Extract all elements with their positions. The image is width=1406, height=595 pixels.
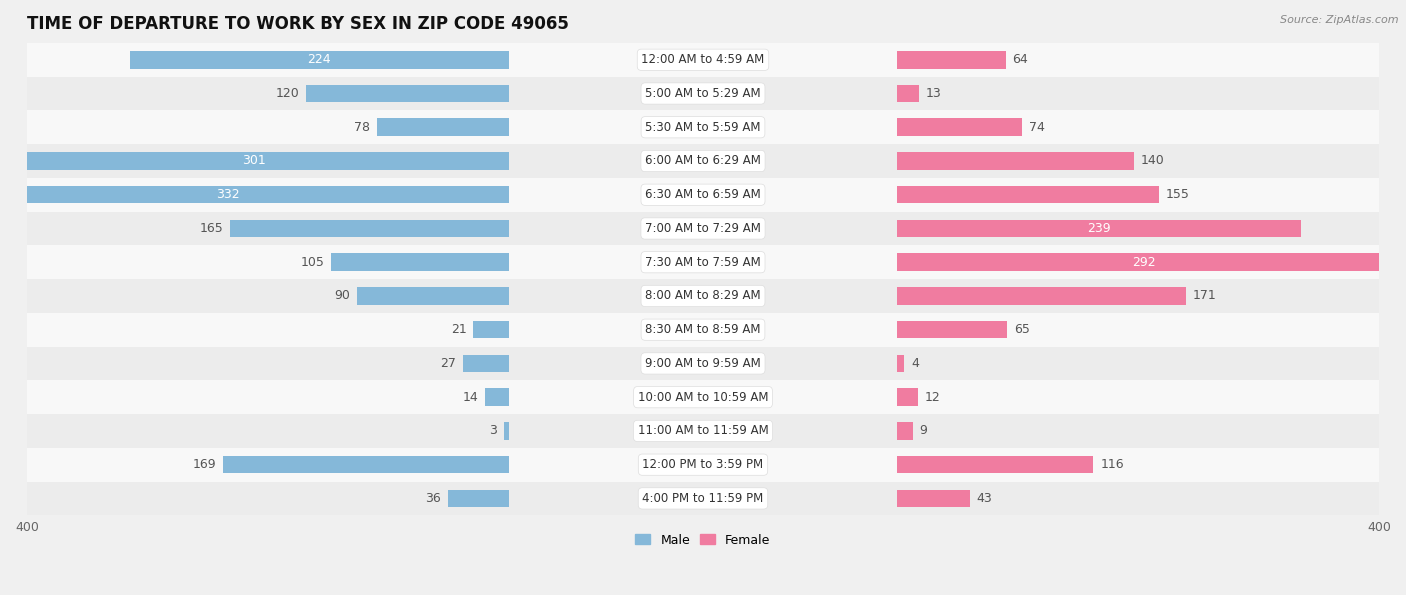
Text: 4:00 PM to 11:59 PM: 4:00 PM to 11:59 PM [643,492,763,505]
Bar [474,321,509,339]
Text: 6:30 AM to 6:59 AM: 6:30 AM to 6:59 AM [645,188,761,201]
Text: 4: 4 [911,357,918,370]
Bar [897,220,1302,237]
Text: 7:30 AM to 7:59 AM: 7:30 AM to 7:59 AM [645,256,761,269]
Text: 105: 105 [301,256,325,269]
Bar [129,51,509,68]
Text: 332: 332 [217,188,240,201]
Text: 171: 171 [1194,289,1218,302]
Text: 12:00 PM to 3:59 PM: 12:00 PM to 3:59 PM [643,458,763,471]
Bar [503,422,509,440]
Bar [307,84,509,102]
Bar [27,448,1379,481]
Text: 140: 140 [1140,155,1164,167]
Text: 301: 301 [242,155,266,167]
Text: 12: 12 [924,391,941,403]
Text: 43: 43 [977,492,993,505]
Bar [357,287,509,305]
Text: 120: 120 [276,87,299,100]
Bar [27,380,1379,414]
Text: 8:30 AM to 8:59 AM: 8:30 AM to 8:59 AM [645,323,761,336]
Bar [897,422,912,440]
Text: 10:00 AM to 10:59 AM: 10:00 AM to 10:59 AM [638,391,768,403]
Text: 8:00 AM to 8:29 AM: 8:00 AM to 8:29 AM [645,289,761,302]
Bar [27,414,1379,448]
Text: 7:00 AM to 7:29 AM: 7:00 AM to 7:29 AM [645,222,761,235]
Text: 169: 169 [193,458,217,471]
Bar [897,456,1094,474]
Bar [27,313,1379,346]
Text: 9:00 AM to 9:59 AM: 9:00 AM to 9:59 AM [645,357,761,370]
Text: 12:00 AM to 4:59 AM: 12:00 AM to 4:59 AM [641,54,765,66]
Text: 21: 21 [451,323,467,336]
Text: 9: 9 [920,424,927,437]
Bar [897,389,918,406]
Text: 116: 116 [1099,458,1123,471]
Bar [897,84,920,102]
Bar [897,152,1135,170]
Bar [897,118,1022,136]
Bar [897,186,1160,203]
Text: 64: 64 [1012,54,1028,66]
Text: 13: 13 [927,87,942,100]
Text: 74: 74 [1029,121,1045,134]
Text: 90: 90 [333,289,350,302]
Bar [27,110,1379,144]
Bar [27,212,1379,245]
Bar [897,490,970,507]
Text: 36: 36 [425,492,441,505]
Bar [27,346,1379,380]
Text: 5:00 AM to 5:29 AM: 5:00 AM to 5:29 AM [645,87,761,100]
Bar [463,355,509,372]
Text: 3: 3 [489,424,496,437]
Bar [897,321,1007,339]
Text: Source: ZipAtlas.com: Source: ZipAtlas.com [1281,15,1399,25]
Text: 11:00 AM to 11:59 AM: 11:00 AM to 11:59 AM [638,424,768,437]
Bar [27,279,1379,313]
Bar [27,178,1379,212]
Text: TIME OF DEPARTURE TO WORK BY SEX IN ZIP CODE 49065: TIME OF DEPARTURE TO WORK BY SEX IN ZIP … [27,15,569,33]
Bar [27,77,1379,110]
Bar [485,389,509,406]
Text: 165: 165 [200,222,224,235]
Text: 78: 78 [354,121,370,134]
Bar [447,490,509,507]
Bar [897,287,1187,305]
Bar [27,144,1379,178]
Bar [0,186,509,203]
Text: 155: 155 [1166,188,1189,201]
Text: 65: 65 [1014,323,1029,336]
Bar [27,481,1379,515]
Bar [0,152,509,170]
Text: 239: 239 [1087,222,1111,235]
Bar [229,220,509,237]
Bar [897,253,1391,271]
Bar [27,245,1379,279]
Text: 292: 292 [1132,256,1156,269]
Bar [897,51,1005,68]
Text: 27: 27 [440,357,456,370]
Bar [27,43,1379,77]
Text: 5:30 AM to 5:59 AM: 5:30 AM to 5:59 AM [645,121,761,134]
Bar [224,456,509,474]
Bar [377,118,509,136]
Bar [897,355,904,372]
Text: 6:00 AM to 6:29 AM: 6:00 AM to 6:29 AM [645,155,761,167]
Text: 14: 14 [463,391,478,403]
Text: 224: 224 [308,54,332,66]
Bar [332,253,509,271]
Legend: Male, Female: Male, Female [630,528,776,552]
